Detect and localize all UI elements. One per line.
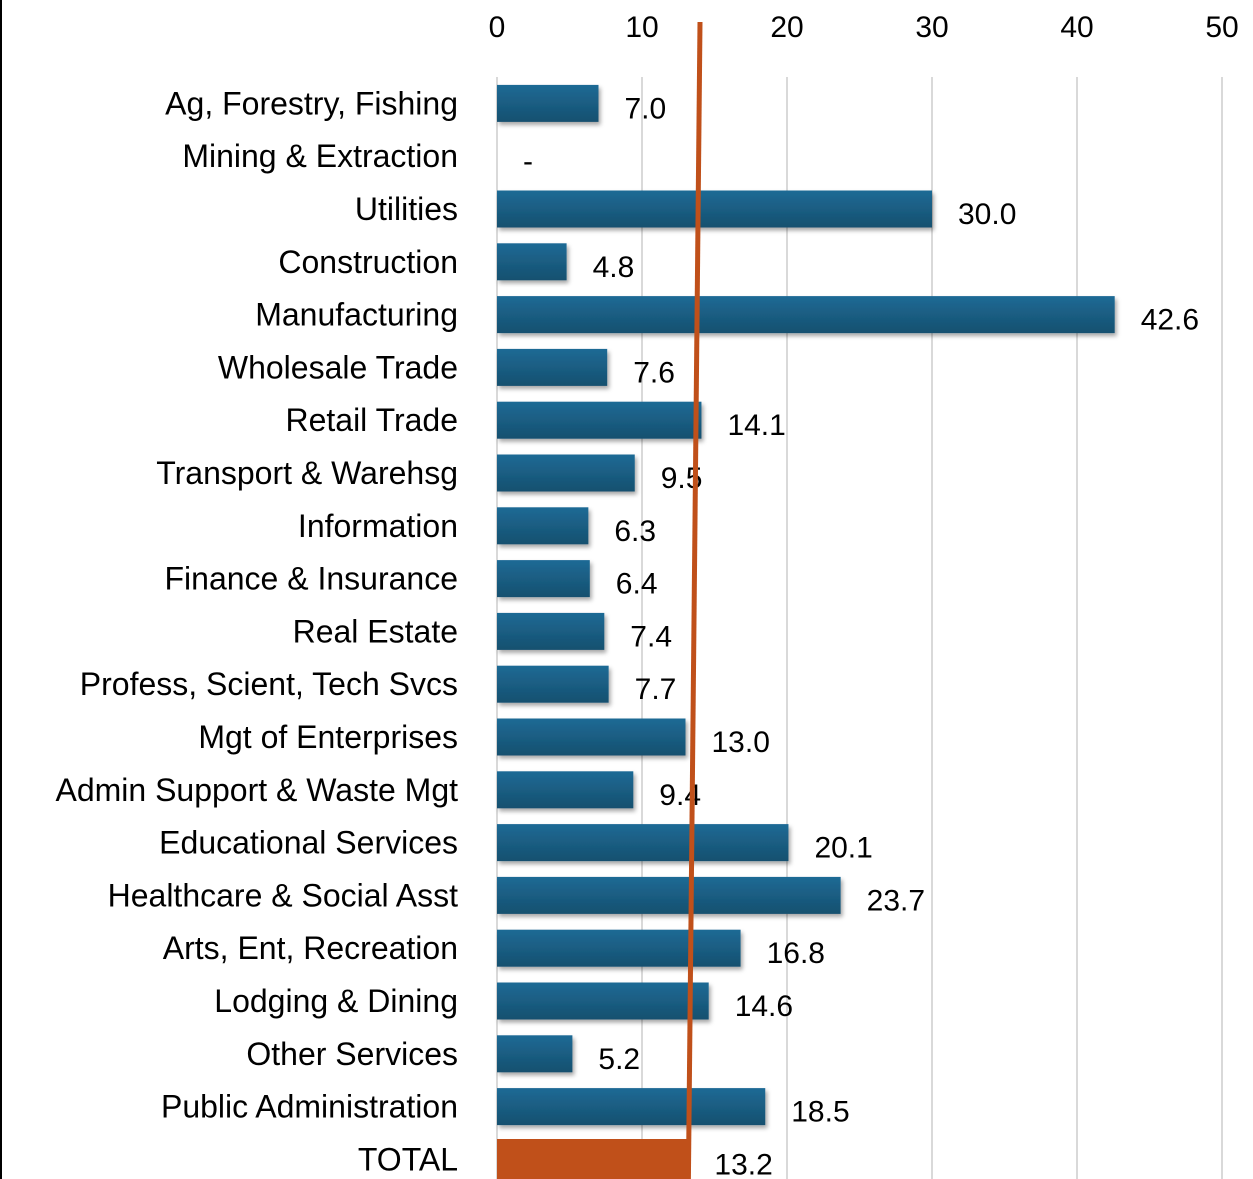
bar — [497, 507, 589, 545]
category-label: Transport & Warehsg — [156, 455, 458, 491]
bar — [497, 824, 789, 862]
category-label: Mining & Extraction — [182, 138, 458, 174]
bar — [497, 1035, 573, 1073]
data-label: 30.0 — [958, 198, 1016, 231]
category-label: Wholesale Trade — [218, 349, 458, 385]
data-label: 7.7 — [635, 673, 677, 706]
bar — [497, 190, 932, 228]
bar — [497, 876, 841, 914]
x-tick-label: 20 — [770, 11, 803, 44]
data-label: 14.6 — [735, 990, 793, 1023]
category-label: Admin Support & Waste Mgt — [55, 772, 458, 808]
category-label: Construction — [278, 244, 458, 280]
data-label: 7.4 — [630, 620, 672, 653]
bars — [497, 84, 1115, 1179]
x-tick-label: 50 — [1205, 11, 1238, 44]
category-label: Ag, Forestry, Fishing — [165, 85, 458, 121]
category-label: Real Estate — [293, 613, 458, 649]
data-label: 6.4 — [616, 568, 658, 601]
data-label: 18.5 — [791, 1096, 849, 1129]
category-label: Finance & Insurance — [165, 561, 459, 597]
category-label: Other Services — [246, 1036, 458, 1072]
category-label: TOTAL — [358, 1141, 458, 1177]
bar — [497, 771, 634, 809]
category-label: Arts, Ent, Recreation — [163, 930, 458, 966]
bar — [497, 612, 605, 650]
category-label: Retail Trade — [285, 402, 458, 438]
reference-line — [685, 21, 703, 1179]
bar — [497, 560, 590, 598]
total-bar — [497, 1139, 689, 1179]
data-label: 14.1 — [727, 409, 785, 442]
category-label: Lodging & Dining — [214, 983, 458, 1019]
bar — [497, 401, 702, 439]
data-label: 23.7 — [867, 884, 925, 917]
reference-line-group — [685, 21, 703, 1179]
category-label: Profess, Scient, Tech Svcs — [80, 666, 458, 702]
x-tick-label: 30 — [915, 11, 948, 44]
data-label: - — [523, 145, 533, 178]
x-tick-label: 40 — [1060, 11, 1093, 44]
category-label: Educational Services — [159, 825, 458, 861]
category-label: Utilities — [355, 191, 458, 227]
data-labels: 7.0-30.04.842.67.614.19.56.36.47.47.713.… — [523, 92, 1199, 1179]
data-label: 7.6 — [633, 356, 675, 389]
data-label: 20.1 — [814, 832, 872, 865]
bar — [497, 929, 741, 967]
bar — [497, 1088, 766, 1126]
bar — [497, 665, 609, 703]
bar — [497, 718, 686, 756]
data-label: 6.3 — [614, 515, 656, 548]
data-label: 13.0 — [712, 726, 770, 759]
data-label: 42.6 — [1141, 304, 1199, 337]
data-label: 4.8 — [593, 251, 635, 284]
bar — [497, 84, 599, 122]
x-axis-ticks: 0 10 20 30 40 50 — [489, 11, 1239, 44]
category-label: Manufacturing — [255, 297, 458, 333]
data-label: 16.8 — [767, 937, 825, 970]
bar — [497, 982, 709, 1020]
x-tick-label: 10 — [625, 11, 658, 44]
category-labels: Ag, Forestry, Fishing Mining & Extraction… — [55, 85, 458, 1177]
data-label: 5.2 — [598, 1043, 640, 1076]
bar — [497, 243, 567, 281]
category-label: Mgt of Enterprises — [198, 719, 458, 755]
x-tick-label: 0 — [489, 11, 506, 44]
left-border — [0, 0, 2, 1179]
bar — [497, 454, 635, 492]
category-label: Healthcare & Social Asst — [108, 877, 459, 913]
bar — [497, 296, 1115, 334]
data-label: 7.0 — [625, 92, 667, 125]
category-label: Information — [298, 508, 458, 544]
data-label: 13.2 — [714, 1148, 772, 1179]
bar — [497, 348, 608, 386]
category-label: Public Administration — [161, 1089, 458, 1125]
